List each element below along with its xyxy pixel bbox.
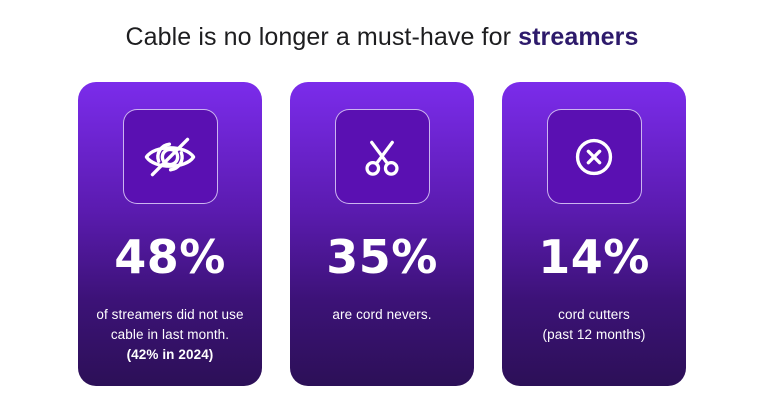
stat-percent: 14% xyxy=(538,230,650,284)
scissors-icon xyxy=(356,131,408,183)
stat-description-line: (past 12 months) xyxy=(542,327,646,342)
stat-description: are cord nevers. xyxy=(332,305,431,325)
icon-box xyxy=(546,109,642,204)
stat-cards-row: 48% of streamers did not use cable in la… xyxy=(0,82,764,386)
stat-card-cord-cutters: 14% cord cutters (past 12 months) xyxy=(502,82,686,386)
stat-percent: 35% xyxy=(326,230,438,284)
stat-description-line: cable in last month. xyxy=(110,327,230,342)
eye-off-icon xyxy=(141,128,199,186)
stat-description-line: cord cutters xyxy=(558,307,630,322)
stat-description-line: are cord nevers. xyxy=(332,307,432,322)
stat-description: of streamers did not use cable in last m… xyxy=(96,305,243,365)
stat-percent: 48% xyxy=(114,230,226,284)
page-title-prefix: Cable is no longer a must-have for xyxy=(125,23,519,51)
icon-box xyxy=(334,109,430,204)
stat-card-cord-nevers: 35% are cord nevers. xyxy=(290,82,474,386)
icon-box xyxy=(122,109,218,204)
page-title: Cable is no longer a must-have for strea… xyxy=(0,21,764,53)
x-circle-icon xyxy=(568,131,620,183)
page-title-highlight: streamers xyxy=(518,23,639,51)
stat-description: cord cutters (past 12 months) xyxy=(543,305,646,345)
stat-description-line: of streamers did not use xyxy=(96,307,244,322)
stat-card-no-cable: 48% of streamers did not use cable in la… xyxy=(78,82,262,386)
stat-description-note: (42% in 2024) xyxy=(126,347,214,362)
